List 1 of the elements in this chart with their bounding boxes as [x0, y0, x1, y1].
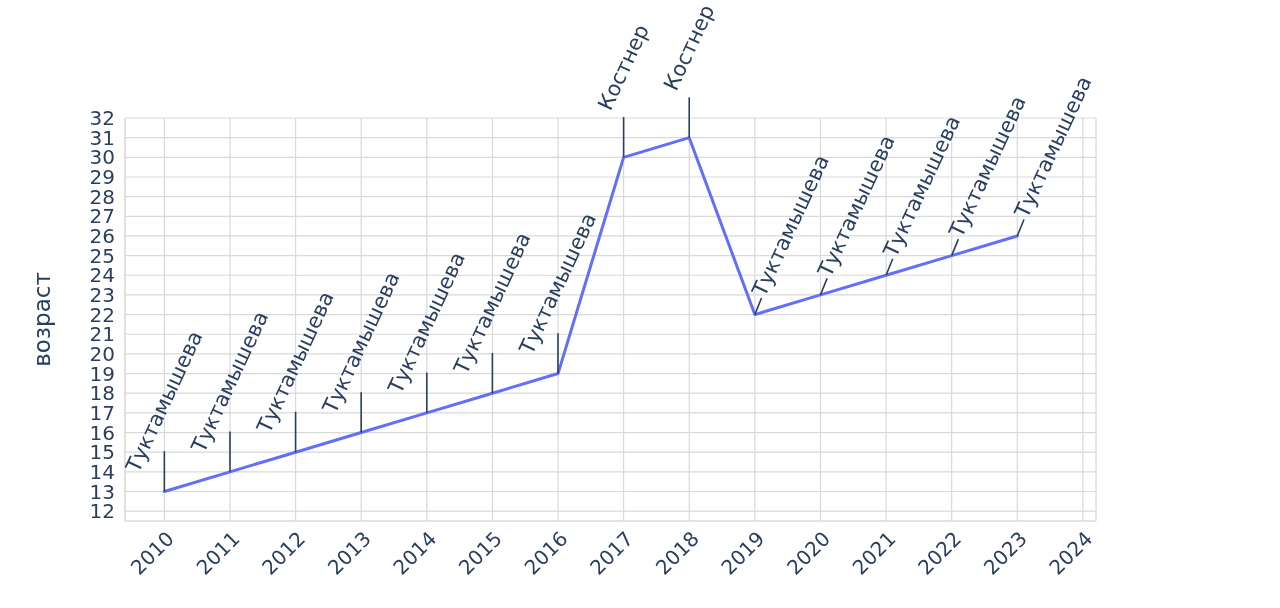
y-axis-title: возраст [29, 272, 55, 367]
